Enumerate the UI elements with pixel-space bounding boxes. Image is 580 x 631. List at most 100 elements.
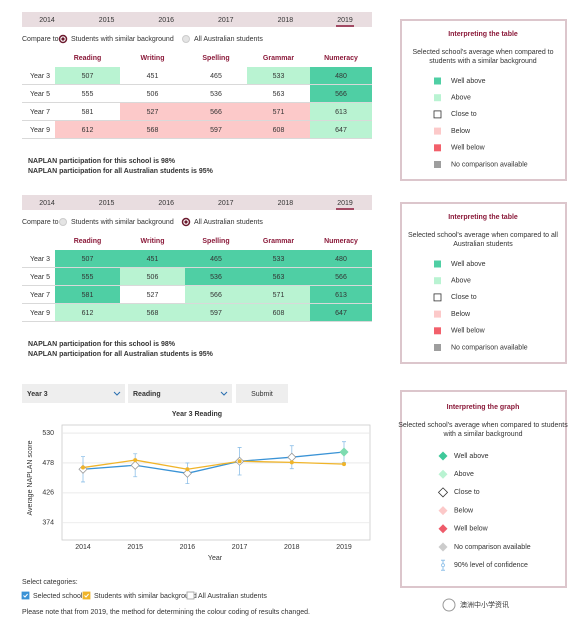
table-cell [185, 250, 247, 267]
column-header: Grammar [263, 238, 294, 245]
row-label: Year 3 [30, 256, 50, 263]
table-cell [185, 268, 247, 285]
legend-diamond [438, 451, 448, 461]
cell-value: 536 [210, 91, 222, 98]
table-cell [310, 286, 372, 303]
table-cell [247, 103, 310, 120]
year-tab[interactable]: 2015 [99, 17, 115, 24]
legend-label: Close to [454, 489, 480, 496]
radio[interactable] [182, 35, 190, 43]
legend-box [400, 202, 567, 364]
checkbox[interactable] [82, 591, 91, 600]
x-tick-label: 2017 [232, 544, 248, 551]
legend-swatch [434, 344, 441, 351]
table-cell [55, 286, 120, 303]
year-tab[interactable]: 2016 [158, 17, 174, 24]
y-axis-label: Average NAPLAN score [27, 440, 34, 515]
cell-value: 613 [335, 109, 347, 116]
radio-label[interactable]: Students with similar background [71, 219, 174, 226]
legend-diamond [437, 487, 449, 498]
table-cell [55, 304, 120, 321]
cell-value: 533 [273, 256, 285, 263]
legend-swatch [434, 94, 441, 102]
point-marker [130, 460, 140, 470]
checkbox-label[interactable]: Students with similar background [94, 593, 197, 600]
y-tick-label: 530 [42, 430, 54, 437]
legend-swatch [433, 293, 442, 302]
legend-diamond [438, 542, 448, 552]
year-tab[interactable]: 2019 [337, 200, 353, 207]
checkbox-label[interactable]: Selected school [33, 593, 83, 600]
cell-value: 647 [335, 310, 347, 317]
cell-value: 555 [82, 274, 94, 281]
x-tick-label: 2015 [127, 544, 143, 551]
cell-value: 571 [273, 109, 285, 116]
dropdown[interactable] [22, 384, 125, 403]
cell-value: 581 [82, 109, 94, 116]
column-header: Spelling [202, 55, 229, 62]
participation-note: NAPLAN participation for all Australian … [28, 351, 214, 358]
year-tab[interactable]: 2014 [39, 200, 55, 207]
cell-value: 571 [273, 292, 285, 299]
radio-label[interactable]: Students with similar background [71, 36, 174, 43]
watermark: 澳洲中小学资讯 [460, 600, 509, 609]
radio-label[interactable]: All Australian students [194, 219, 263, 226]
method-note: Please note that from 2019, the method f… [22, 609, 310, 616]
table-cell [247, 250, 310, 267]
cell-value: 480 [335, 73, 347, 80]
submit-button[interactable] [236, 384, 288, 403]
chevron [220, 391, 228, 396]
cell-value: 566 [210, 292, 222, 299]
table-cell [55, 67, 120, 84]
year-tab[interactable]: 2014 [39, 17, 55, 24]
legend-label: Above [451, 278, 471, 285]
legend-diamond [438, 506, 448, 516]
check [23, 593, 28, 598]
checkbox-label[interactable]: All Australian students [198, 593, 267, 600]
radio[interactable] [59, 218, 67, 226]
legend-subtitle: Australian students [453, 241, 513, 248]
legend-label: Close to [451, 111, 477, 118]
column-header: Reading [74, 55, 102, 62]
legend-swatch [434, 161, 441, 168]
legend-title: Interpreting the table [448, 214, 518, 221]
x-tick-label: 2016 [180, 544, 196, 551]
legend-swatch [434, 260, 441, 268]
plot-area [61, 424, 371, 541]
row-label: Year 7 [30, 292, 50, 299]
graph-title: Year 3 Reading [172, 411, 222, 418]
table-cell [310, 304, 372, 321]
row-label: Year 9 [30, 310, 50, 317]
radio-label[interactable]: All Australian students [194, 36, 263, 43]
checkbox[interactable] [186, 591, 195, 600]
column-header: Numeracy [324, 238, 358, 245]
cell-value: 612 [82, 310, 94, 317]
dropdown[interactable] [128, 384, 232, 403]
table-cell [120, 304, 185, 321]
checkbox[interactable] [21, 591, 30, 600]
legend-label: Well below [451, 145, 486, 152]
cell-value: 612 [82, 127, 94, 134]
cell-value: 533 [273, 73, 285, 80]
year-tab[interactable]: 2016 [158, 200, 174, 207]
point-marker [182, 468, 192, 478]
year-tab[interactable]: 2017 [218, 200, 234, 207]
submit-label[interactable]: Submit [251, 391, 273, 398]
year-tab[interactable]: 2015 [99, 200, 115, 207]
dropdown-value: Reading [133, 391, 161, 398]
legend-label: Well above [451, 78, 486, 85]
legend-subtitle: with a similar background [443, 431, 523, 438]
year-tab[interactable]: 2018 [278, 200, 294, 207]
year-tab[interactable]: 2019 [337, 17, 353, 24]
legend-label: No comparison available [451, 344, 528, 351]
year-tab[interactable]: 2018 [278, 17, 294, 24]
legend-subtitle: students with a similar background [429, 58, 536, 65]
participation-note: NAPLAN participation for all Australian … [28, 168, 214, 175]
year-tab[interactable]: 2017 [218, 17, 234, 24]
legend-diamond [438, 524, 448, 534]
table-cell [247, 67, 310, 84]
point-marker [133, 458, 138, 463]
cell-value: 506 [147, 274, 159, 281]
point-marker [342, 462, 346, 467]
